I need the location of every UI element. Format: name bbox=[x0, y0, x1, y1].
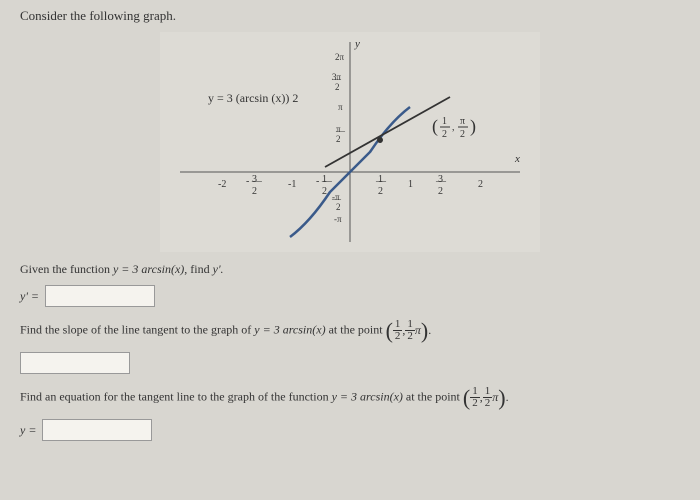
svg-text:1—2: 1—2 bbox=[375, 174, 387, 197]
svg-text:3—2: 3—2 bbox=[435, 174, 447, 197]
svg-text:): ) bbox=[470, 116, 476, 137]
svg-text:2π: 2π bbox=[335, 52, 345, 62]
svg-text:π: π bbox=[460, 116, 465, 127]
tangent-point bbox=[377, 137, 383, 143]
y-axis-label: y bbox=[354, 38, 360, 50]
svg-text:π—2: π—2 bbox=[335, 124, 346, 144]
svg-text:-2: -2 bbox=[218, 179, 226, 190]
q2-answer-row bbox=[20, 352, 680, 374]
q1-answer-row: y' = bbox=[20, 285, 680, 307]
svg-text:,: , bbox=[452, 122, 455, 133]
graph-figure: y x y = 3 (arcsin (x)) 2 -2 3- —2 -1 1- … bbox=[160, 32, 540, 252]
q3-label: y = bbox=[20, 423, 36, 438]
svg-text:2: 2 bbox=[442, 129, 447, 140]
svg-text:π: π bbox=[338, 102, 343, 112]
q3-prompt: Find an equation for the tangent line to… bbox=[20, 386, 680, 409]
q2-prompt: Find the slope of the line tangent to th… bbox=[20, 319, 680, 342]
svg-text:1: 1 bbox=[442, 116, 447, 127]
problem-header: Consider the following graph. bbox=[20, 8, 680, 24]
svg-text:2: 2 bbox=[478, 179, 483, 190]
q3-answer-row: y = bbox=[20, 419, 680, 441]
q3-answer-input[interactable] bbox=[42, 419, 152, 441]
function-label: y = 3 (arcsin (x)) 2 bbox=[208, 91, 298, 105]
svg-text:3π—2: 3π—2 bbox=[331, 72, 342, 92]
svg-text:2: 2 bbox=[460, 129, 465, 140]
svg-text:-1: -1 bbox=[288, 179, 296, 190]
svg-text:3- —2: 3- —2 bbox=[246, 174, 263, 197]
svg-text:1: 1 bbox=[408, 179, 413, 190]
q1-label: y' = bbox=[20, 289, 39, 304]
q1-answer-input[interactable] bbox=[45, 285, 155, 307]
svg-text:-π—2: -π—2 bbox=[331, 192, 342, 212]
x-axis-label: x bbox=[514, 153, 520, 165]
svg-text:(: ( bbox=[432, 116, 438, 137]
q2-answer-input[interactable] bbox=[20, 352, 130, 374]
point-label: ( 1 2 , π 2 ) bbox=[432, 116, 476, 140]
svg-text:-π: -π bbox=[334, 214, 342, 224]
q1-prompt: Given the function y = 3 arcsin(x), find… bbox=[20, 262, 680, 277]
